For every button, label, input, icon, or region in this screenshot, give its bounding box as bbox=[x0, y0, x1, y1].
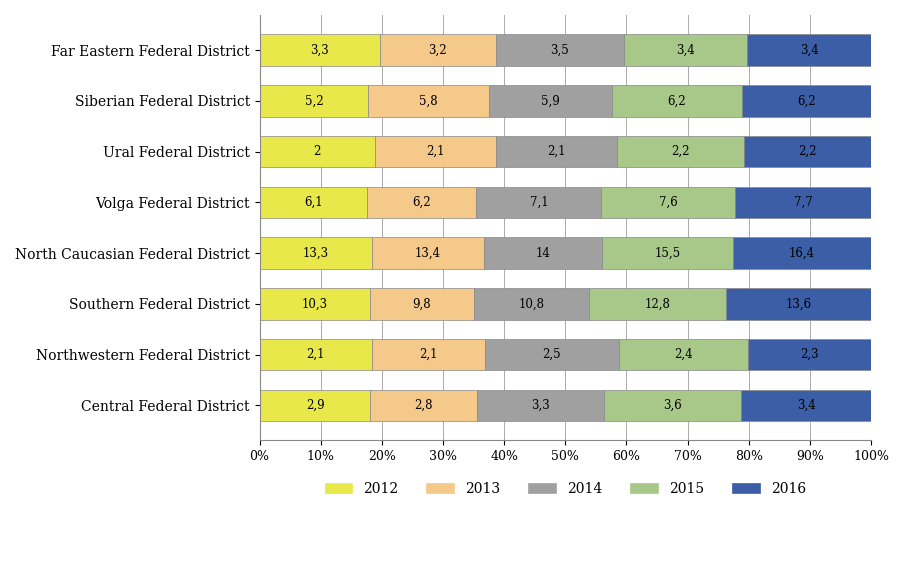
Text: 2,3: 2,3 bbox=[799, 348, 818, 361]
Bar bbox=[601, 237, 732, 269]
Text: 15,5: 15,5 bbox=[654, 247, 680, 259]
Text: 2,1: 2,1 bbox=[306, 348, 325, 361]
Text: 3,6: 3,6 bbox=[662, 399, 681, 412]
Bar bbox=[496, 34, 623, 66]
Bar bbox=[259, 186, 367, 218]
Bar bbox=[743, 136, 870, 168]
Text: 14: 14 bbox=[535, 247, 550, 259]
Bar bbox=[496, 136, 617, 168]
Bar bbox=[259, 288, 369, 320]
Text: 6,2: 6,2 bbox=[412, 196, 431, 209]
Bar bbox=[489, 85, 611, 116]
Text: 2,5: 2,5 bbox=[542, 348, 561, 361]
Bar bbox=[370, 390, 477, 421]
Text: 2,2: 2,2 bbox=[671, 145, 689, 158]
Bar bbox=[617, 136, 743, 168]
Text: 9,8: 9,8 bbox=[412, 298, 431, 310]
Bar bbox=[259, 85, 368, 116]
Text: 3,2: 3,2 bbox=[428, 43, 447, 56]
Text: 2,4: 2,4 bbox=[674, 348, 692, 361]
Legend: 2012, 2013, 2014, 2015, 2016: 2012, 2013, 2014, 2015, 2016 bbox=[319, 477, 811, 502]
Text: 13,3: 13,3 bbox=[303, 247, 329, 259]
Bar bbox=[473, 288, 589, 320]
Bar bbox=[477, 390, 603, 421]
Bar bbox=[747, 34, 870, 66]
Text: 2,1: 2,1 bbox=[426, 145, 444, 158]
Bar bbox=[259, 136, 375, 168]
Bar bbox=[725, 288, 870, 320]
Bar bbox=[375, 136, 496, 168]
Bar bbox=[740, 85, 870, 116]
Text: 2,1: 2,1 bbox=[547, 145, 565, 158]
Text: 16,4: 16,4 bbox=[788, 247, 815, 259]
Text: 7,1: 7,1 bbox=[529, 196, 547, 209]
Text: 13,4: 13,4 bbox=[414, 247, 441, 259]
Text: 3,4: 3,4 bbox=[799, 43, 817, 56]
Bar bbox=[259, 34, 379, 66]
Text: 13,6: 13,6 bbox=[785, 298, 811, 310]
Bar bbox=[369, 288, 473, 320]
Bar bbox=[367, 186, 476, 218]
Text: 2,9: 2,9 bbox=[305, 399, 324, 412]
Text: 3,3: 3,3 bbox=[530, 399, 549, 412]
Bar bbox=[600, 186, 734, 218]
Text: 5,9: 5,9 bbox=[541, 94, 560, 107]
Bar bbox=[734, 186, 870, 218]
Bar bbox=[740, 390, 870, 421]
Bar bbox=[476, 186, 600, 218]
Text: 3,3: 3,3 bbox=[310, 43, 329, 56]
Bar bbox=[371, 237, 484, 269]
Text: 7,6: 7,6 bbox=[658, 196, 677, 209]
Text: 2,1: 2,1 bbox=[419, 348, 437, 361]
Bar bbox=[747, 339, 870, 370]
Bar bbox=[259, 237, 371, 269]
Text: 6,2: 6,2 bbox=[796, 94, 815, 107]
Text: 10,8: 10,8 bbox=[518, 298, 545, 310]
Bar bbox=[372, 339, 484, 370]
Bar bbox=[368, 85, 489, 116]
Text: 5,8: 5,8 bbox=[419, 94, 437, 107]
Bar bbox=[623, 34, 747, 66]
Bar bbox=[259, 390, 370, 421]
Bar bbox=[379, 34, 496, 66]
Bar bbox=[611, 85, 740, 116]
Text: 12,8: 12,8 bbox=[644, 298, 670, 310]
Text: 5,2: 5,2 bbox=[304, 94, 322, 107]
Bar bbox=[484, 237, 601, 269]
Text: 7,7: 7,7 bbox=[793, 196, 812, 209]
Text: 3,4: 3,4 bbox=[796, 399, 815, 412]
Bar bbox=[603, 390, 740, 421]
Text: 3,5: 3,5 bbox=[550, 43, 569, 56]
Text: 6,2: 6,2 bbox=[667, 94, 685, 107]
Bar bbox=[484, 339, 619, 370]
Text: 10,3: 10,3 bbox=[302, 298, 327, 310]
Bar bbox=[732, 237, 870, 269]
Text: 2: 2 bbox=[313, 145, 321, 158]
Bar bbox=[259, 339, 372, 370]
Bar bbox=[589, 288, 725, 320]
Text: 3,4: 3,4 bbox=[675, 43, 694, 56]
Bar bbox=[619, 339, 747, 370]
Text: 6,1: 6,1 bbox=[303, 196, 322, 209]
Text: 2,8: 2,8 bbox=[414, 399, 433, 412]
Text: 2,2: 2,2 bbox=[797, 145, 816, 158]
